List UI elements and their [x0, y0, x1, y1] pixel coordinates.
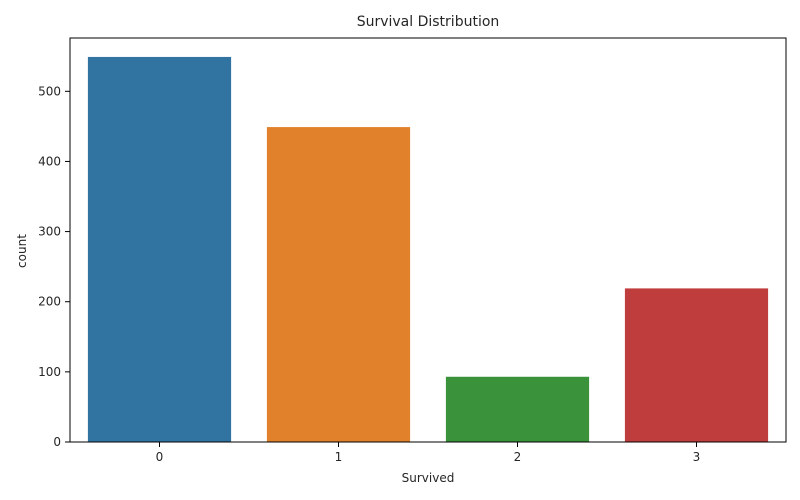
y-tick-label-200: 200	[38, 295, 61, 309]
y-axis-label: count	[15, 234, 29, 268]
x-tick-label-3: 3	[693, 450, 701, 464]
chart-title: Survival Distribution	[357, 14, 500, 30]
plot-frame	[69, 37, 787, 443]
y-tick-label-400: 400	[38, 154, 61, 168]
plot-area: 0 100 200 300 400 500 0 1 2 3	[38, 37, 787, 464]
y-tick-label-100: 100	[38, 365, 61, 379]
x-tick-label-1: 1	[335, 450, 343, 464]
bar-3	[624, 288, 769, 442]
y-tick-label-0: 0	[53, 435, 61, 449]
x-tick-label-2: 2	[514, 450, 522, 464]
y-tick-label-500: 500	[38, 84, 61, 98]
bar-0	[87, 56, 232, 442]
x-axis-label: Survived	[402, 471, 455, 485]
y-tick-label-300: 300	[38, 225, 61, 239]
bar-1	[266, 127, 411, 442]
x-tick-label-0: 0	[156, 450, 164, 464]
bar-2	[445, 376, 590, 442]
